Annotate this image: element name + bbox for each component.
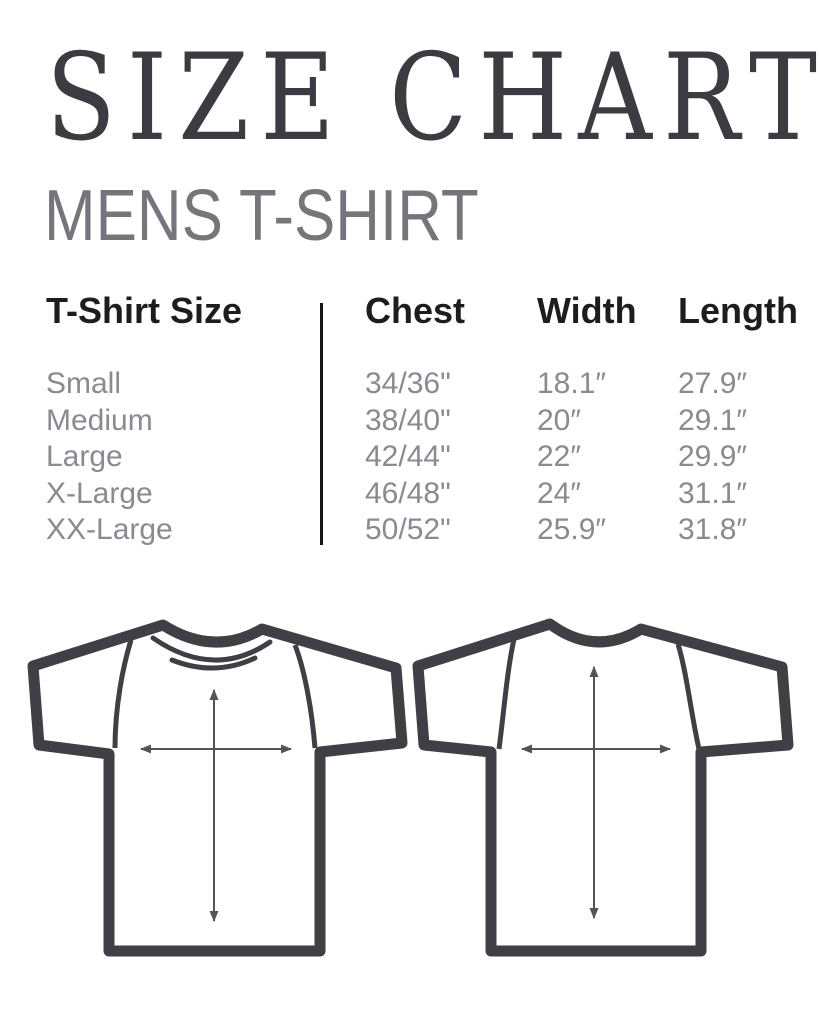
cell-size: X-Large	[46, 476, 153, 510]
cell-length: 29.9″	[678, 440, 748, 473]
column-header-chest: Chest	[365, 290, 466, 331]
cell-chest: 46/48"	[365, 476, 451, 510]
cell-chest: 50/52"	[365, 513, 451, 546]
cell-chest: 38/40"	[365, 403, 451, 437]
column-header-size: T-Shirt Size	[46, 290, 243, 331]
tshirt-back-body-outline	[412, 618, 794, 957]
tshirt-front-icon	[27, 619, 408, 957]
cell-width: 22″	[537, 440, 581, 473]
table-row: Large 42/44" 22″ 29.9″	[46, 439, 786, 476]
tshirt-back-armhole-left	[496, 638, 517, 750]
page-title: SIZE CHART	[46, 29, 819, 168]
tshirt-front-body-outline	[27, 619, 408, 957]
cell-length: 31.8″	[678, 513, 748, 546]
column-header-width: Width	[537, 290, 637, 331]
cell-length: 27.9″	[678, 367, 748, 400]
tshirt-back-armhole-right	[675, 643, 702, 750]
tshirt-back-icon	[412, 618, 794, 957]
table-header-row: T-Shirt Size Chest Width Length	[46, 290, 798, 331]
cell-width: 18.1″	[537, 367, 607, 400]
cell-width: 20″	[537, 403, 581, 437]
cell-length: 29.1″	[678, 403, 748, 437]
cell-size: Small	[46, 367, 122, 400]
cell-size: XX-Large	[46, 513, 173, 546]
table-row: Medium 38/40" 20″ 29.1″	[46, 403, 786, 440]
tshirt-front-armhole-left	[112, 639, 134, 749]
table-divider-line	[320, 303, 323, 545]
page-subtitle: MENS T-SHIRT	[44, 176, 479, 256]
cell-width: 24″	[537, 476, 581, 510]
cell-length: 31.1″	[678, 476, 748, 510]
cell-chest: 42/44"	[365, 440, 451, 473]
tshirt-front-armhole-right	[292, 644, 318, 749]
cell-chest: 34/36"	[365, 367, 451, 400]
cell-size: Medium	[46, 403, 153, 437]
table-row: XX-Large 50/52" 25.9″ 31.8″	[46, 512, 786, 549]
column-header-length: Length	[678, 290, 798, 331]
table-row: Small 34/36" 18.1″ 27.9″	[46, 366, 786, 403]
cell-size: Large	[46, 440, 123, 473]
table-body: Small 34/36" 18.1″ 27.9″ Medium 38/40" 2…	[46, 366, 786, 549]
tshirt-front-collar-inner	[169, 655, 258, 671]
cell-width: 25.9″	[537, 513, 607, 546]
table-row: X-Large 46/48" 24″ 31.1″	[46, 476, 786, 513]
tshirt-front-collar-outer	[150, 635, 273, 663]
